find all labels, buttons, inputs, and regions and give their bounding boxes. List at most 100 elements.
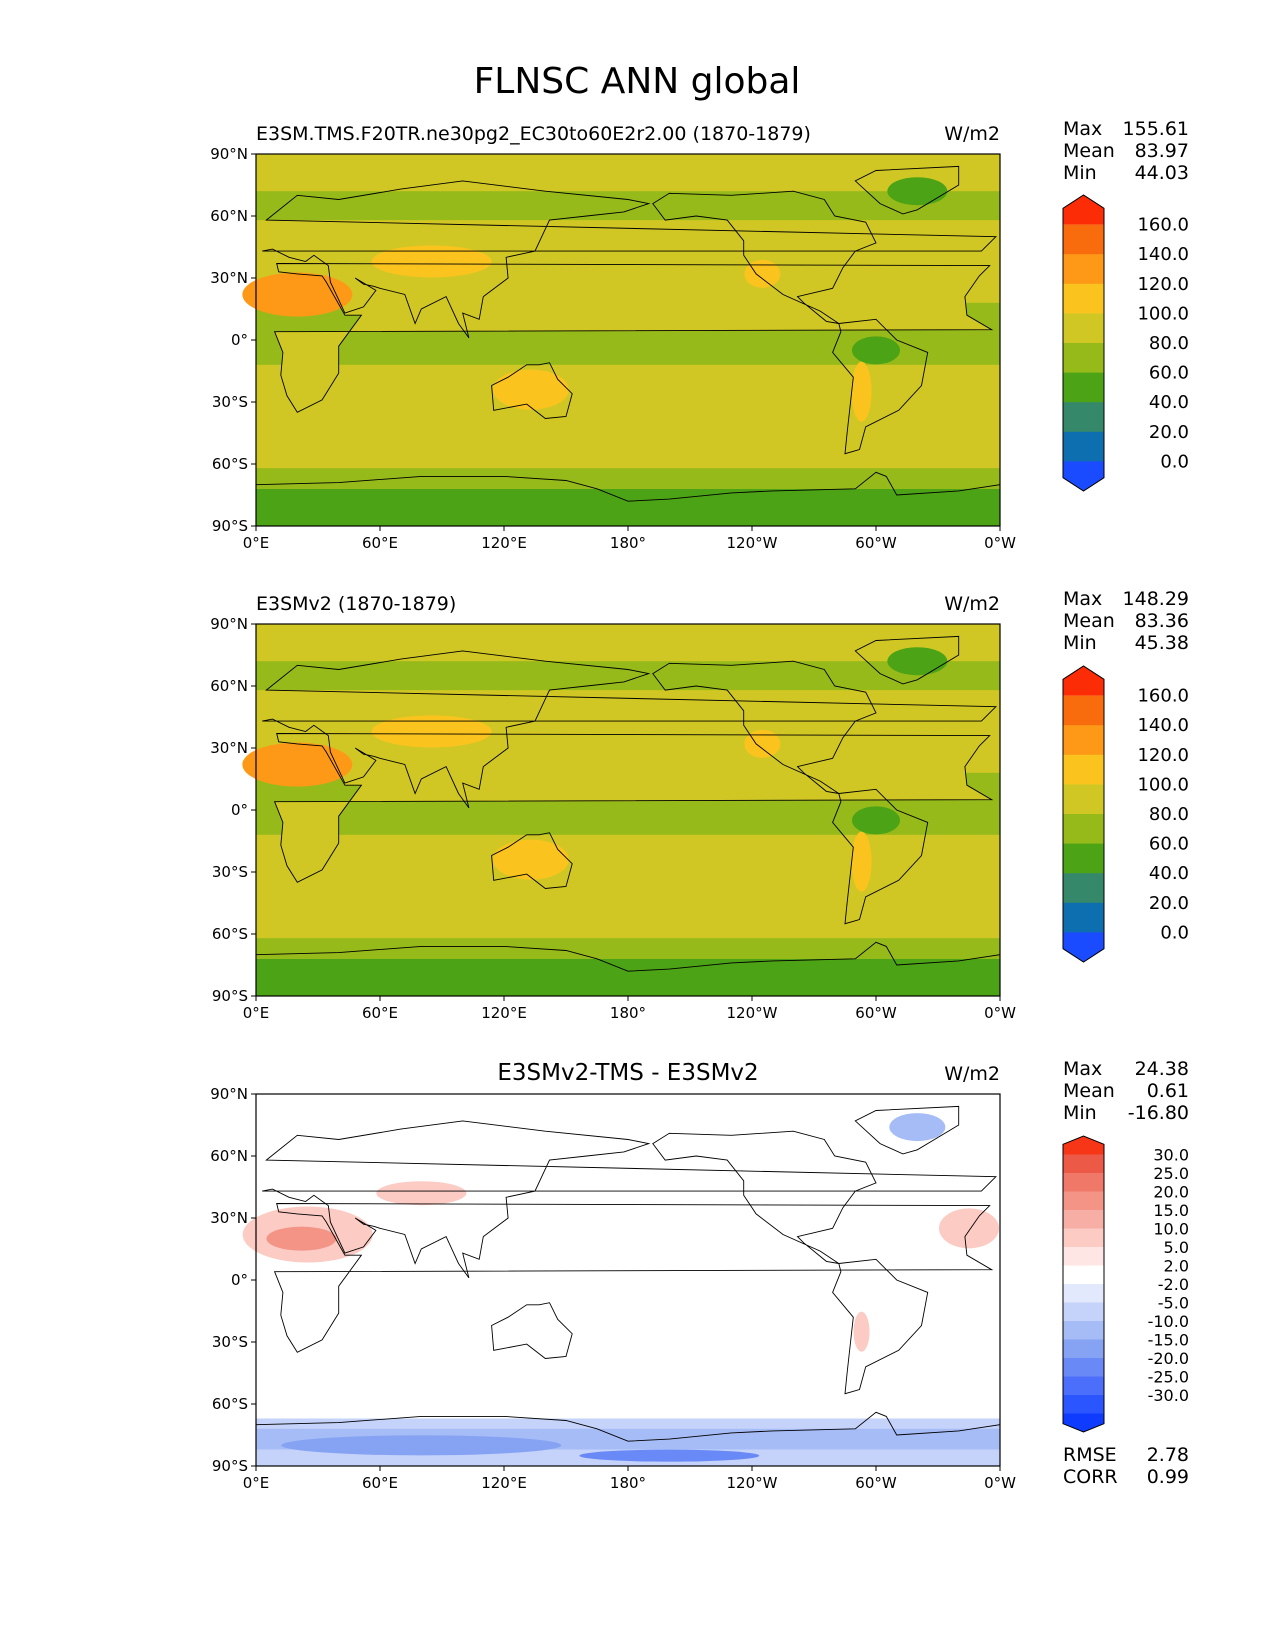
panel-reference-stats: Max 148.29 Mean 83.36 Min 45.38: [1063, 588, 1189, 654]
colorbar-tick-label: 140.0: [1137, 244, 1189, 265]
colorbar-tick-label: 5.0: [1164, 1238, 1189, 1257]
stat-rmse-value: 2.78: [1147, 1444, 1189, 1466]
hotspot-sw-us: [744, 259, 781, 288]
y-tick-label: 90°S: [212, 987, 248, 1005]
panel-test-units: W/m2: [944, 123, 1000, 145]
coastline: [652, 660, 877, 794]
colorbar-segment: [1063, 725, 1104, 756]
y-tick-label: 0°: [231, 801, 248, 819]
map-difference: 90°N 60°N 30°N 0° 30°S 60°S 90°S0°E 60°E 120°E 18…: [210, 1085, 1016, 1492]
colorbar-outline: [1062, 194, 1105, 492]
x-tick-label: 120°E: [481, 1474, 527, 1492]
stat-max-label: Max: [1063, 1058, 1102, 1080]
panel-difference-extra-stats: RMSE 2.78 CORR 0.99: [1063, 1444, 1189, 1488]
colorbar-tick-label: -2.0: [1158, 1275, 1189, 1294]
x-tick-label: 60°W: [855, 1004, 897, 1022]
colorbar-tick-label: -30.0: [1148, 1386, 1189, 1405]
x-tick-label: 0°W: [984, 1474, 1016, 1492]
wet-amazon: [852, 336, 900, 365]
colorbar-segment: [1063, 1321, 1104, 1340]
panel-difference-stats: Max 24.38 Mean 0.61 Min -16.80: [1063, 1058, 1189, 1124]
x-tick-label: 180°: [610, 534, 646, 552]
x-tick-label: 0°W: [984, 1004, 1016, 1022]
coastline: [832, 788, 929, 925]
stat-max-value: 155.61: [1123, 118, 1189, 140]
colorbar-tick-label: 40.0: [1149, 392, 1189, 413]
field-band: [256, 191, 1000, 221]
colorbar-segment: [1063, 402, 1104, 433]
land-region: [274, 733, 992, 883]
y-tick-label: 30°S: [212, 863, 248, 881]
colorbar-tick-label: 25.0: [1153, 1164, 1189, 1183]
colorbar-tick-label: 60.0: [1149, 363, 1189, 384]
colorbar-tick-label: 100.0: [1137, 303, 1189, 324]
x-tick-label: 60°W: [855, 1474, 897, 1492]
anomaly-east-atlantic: [939, 1208, 999, 1249]
stat-min-label: Min: [1063, 1102, 1097, 1124]
x-tick-label: 60°E: [362, 534, 398, 552]
coastline-antarctica: [255, 471, 1001, 526]
colorbar-tick-label: -15.0: [1148, 1331, 1189, 1350]
x-tick-label: 60°W: [855, 534, 897, 552]
y-tick-label: 30°S: [212, 1333, 248, 1351]
y-tick-label: 0°: [231, 1271, 248, 1289]
colorbar-tick-label: -25.0: [1148, 1368, 1189, 1387]
colorbar-tick-label: 0.0: [1160, 451, 1189, 472]
stat-mean-label: Mean: [1063, 1080, 1115, 1102]
stat-mean-value: 83.36: [1135, 610, 1189, 632]
colorbar-extend-min: [1063, 932, 1104, 962]
land-region: [274, 263, 992, 413]
colorbar-tick-label: 140.0: [1137, 715, 1189, 736]
colorbar-outline: [1062, 665, 1105, 963]
x-tick-label: 0°W: [984, 534, 1016, 552]
colorbar-tick-label: 20.0: [1149, 422, 1189, 443]
x-tick-label: 0°E: [243, 534, 270, 552]
colorbar-segment: [1063, 1191, 1104, 1211]
hotspot-andes: [851, 831, 872, 892]
stat-max-value: 148.29: [1123, 588, 1189, 610]
coastline: [262, 180, 997, 339]
colorbar-extend-max: [1063, 666, 1104, 696]
colorbar-tick-label: -5.0: [1158, 1294, 1189, 1313]
stat-max-label: Max: [1063, 118, 1102, 140]
colorbar-extend-max: [1063, 195, 1104, 225]
hotspot-sw-us: [744, 729, 781, 758]
stat-mean-value: 83.97: [1135, 140, 1189, 162]
panel-difference: E3SMv2-TMS - E3SMv2 W/m2 Max 24.38 Mean …: [210, 1058, 1189, 1492]
colorbar-tick-label: 20.0: [1153, 1183, 1189, 1202]
y-tick-label: 30°N: [210, 1209, 248, 1227]
stat-max-label: Max: [1063, 588, 1102, 610]
colorbar-segment: [1063, 1395, 1104, 1414]
hotspot-australia: [492, 839, 569, 880]
colorbar-segment: [1063, 1228, 1104, 1248]
y-tick-label: 90°N: [210, 615, 248, 633]
anomaly-ross: [579, 1449, 760, 1462]
colorbar-segment: [1063, 1339, 1104, 1359]
colorbar-tick-label: -10.0: [1148, 1312, 1189, 1331]
coastline: [652, 1130, 877, 1264]
colorbar-tick-label: 160.0: [1137, 686, 1189, 707]
colorbar-segment: [1063, 372, 1104, 403]
figure-title: FLNSC ANN global: [474, 61, 801, 102]
x-tick-label: 60°E: [362, 1004, 398, 1022]
colorbar-segment: [1063, 1154, 1104, 1174]
anomaly-central-asia: [376, 1181, 467, 1206]
wet-amazon: [852, 806, 900, 835]
panel-reference: E3SMv2 (1870-1879) W/m2 Max 148.29 Mean …: [210, 588, 1189, 1022]
y-tick-label: 60°S: [212, 455, 248, 473]
field-band: [256, 488, 1000, 526]
colorbar-tick-label: 60.0: [1149, 834, 1189, 855]
coastline-antarctica: [255, 941, 1001, 996]
y-tick-label: 30°S: [212, 393, 248, 411]
anomaly-andes: [853, 1311, 870, 1352]
coastline: [491, 1302, 573, 1359]
coastline: [854, 635, 960, 685]
coastline: [273, 263, 994, 413]
cool-greenland: [887, 177, 948, 206]
colorbar-segment: [1063, 1210, 1104, 1229]
anomaly-sahara-core: [266, 1226, 337, 1251]
stat-min-label: Min: [1063, 632, 1097, 654]
stat-min-value: 44.03: [1135, 162, 1189, 184]
x-tick-label: 0°E: [243, 1004, 270, 1022]
stat-mean-value: 0.61: [1147, 1080, 1189, 1102]
